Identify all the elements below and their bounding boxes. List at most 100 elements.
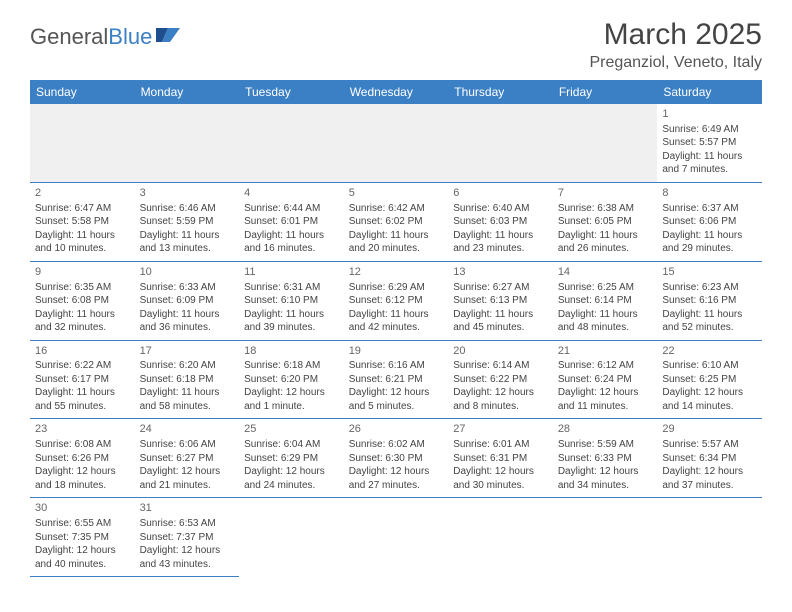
day-number: 14 [558,265,653,280]
calendar-week: 2Sunrise: 6:47 AMSunset: 5:58 PMDaylight… [30,182,762,261]
daylight-text: Daylight: 12 hours and 21 minutes. [140,465,235,492]
calendar-week: 16Sunrise: 6:22 AMSunset: 6:17 PMDayligh… [30,340,762,419]
sunrise-text: Sunrise: 6:37 AM [662,202,757,216]
sunrise-text: Sunrise: 6:29 AM [349,281,444,295]
calendar-cell [657,498,762,577]
calendar-cell: 16Sunrise: 6:22 AMSunset: 6:17 PMDayligh… [30,340,135,419]
sunrise-text: Sunrise: 6:33 AM [140,281,235,295]
sunset-text: Sunset: 6:27 PM [140,452,235,466]
day-number: 10 [140,265,235,280]
calendar-cell: 17Sunrise: 6:20 AMSunset: 6:18 PMDayligh… [135,340,240,419]
daylight-text: Daylight: 12 hours and 40 minutes. [35,544,130,571]
sunrise-text: Sunrise: 6:10 AM [662,359,757,373]
daylight-text: Daylight: 11 hours and 16 minutes. [244,229,339,256]
day-number: 4 [244,186,339,201]
sunset-text: Sunset: 6:20 PM [244,373,339,387]
sunrise-text: Sunrise: 6:12 AM [558,359,653,373]
daylight-text: Daylight: 11 hours and 36 minutes. [140,308,235,335]
sunset-text: Sunset: 6:06 PM [662,215,757,229]
calendar-cell [553,498,658,577]
day-header: Friday [553,80,658,104]
daylight-text: Daylight: 12 hours and 43 minutes. [140,544,235,571]
day-header: Saturday [657,80,762,104]
day-number: 21 [558,344,653,359]
daylight-text: Daylight: 12 hours and 27 minutes. [349,465,444,492]
calendar-cell: 15Sunrise: 6:23 AMSunset: 6:16 PMDayligh… [657,261,762,340]
calendar-cell: 28Sunrise: 5:59 AMSunset: 6:33 PMDayligh… [553,419,658,498]
daylight-text: Daylight: 11 hours and 48 minutes. [558,308,653,335]
calendar-cell [30,104,135,182]
sunset-text: Sunset: 6:24 PM [558,373,653,387]
day-number: 31 [140,501,235,516]
daylight-text: Daylight: 11 hours and 42 minutes. [349,308,444,335]
sunset-text: Sunset: 6:08 PM [35,294,130,308]
day-number: 17 [140,344,235,359]
sunset-text: Sunset: 6:05 PM [558,215,653,229]
calendar-cell: 5Sunrise: 6:42 AMSunset: 6:02 PMDaylight… [344,182,449,261]
calendar-cell: 4Sunrise: 6:44 AMSunset: 6:01 PMDaylight… [239,182,344,261]
day-number: 18 [244,344,339,359]
calendar-week: 23Sunrise: 6:08 AMSunset: 6:26 PMDayligh… [30,419,762,498]
sunset-text: Sunset: 6:22 PM [453,373,548,387]
sunset-text: Sunset: 5:57 PM [662,136,757,150]
sunset-text: Sunset: 6:26 PM [35,452,130,466]
day-number: 24 [140,422,235,437]
sunrise-text: Sunrise: 6:08 AM [35,438,130,452]
day-header: Tuesday [239,80,344,104]
calendar-cell: 31Sunrise: 6:53 AMSunset: 7:37 PMDayligh… [135,498,240,577]
calendar-cell [448,498,553,577]
daylight-text: Daylight: 11 hours and 10 minutes. [35,229,130,256]
sunrise-text: Sunrise: 6:16 AM [349,359,444,373]
sunrise-text: Sunrise: 6:53 AM [140,517,235,531]
day-header-row: Sunday Monday Tuesday Wednesday Thursday… [30,80,762,104]
day-number: 3 [140,186,235,201]
sunset-text: Sunset: 6:21 PM [349,373,444,387]
calendar-cell: 7Sunrise: 6:38 AMSunset: 6:05 PMDaylight… [553,182,658,261]
daylight-text: Daylight: 11 hours and 13 minutes. [140,229,235,256]
sunrise-text: Sunrise: 6:18 AM [244,359,339,373]
sunset-text: Sunset: 6:01 PM [244,215,339,229]
calendar-cell: 11Sunrise: 6:31 AMSunset: 6:10 PMDayligh… [239,261,344,340]
daylight-text: Daylight: 11 hours and 45 minutes. [453,308,548,335]
sunrise-text: Sunrise: 6:49 AM [662,123,757,137]
daylight-text: Daylight: 12 hours and 8 minutes. [453,386,548,413]
daylight-text: Daylight: 11 hours and 52 minutes. [662,308,757,335]
day-number: 13 [453,265,548,280]
calendar-cell [135,104,240,182]
sunset-text: Sunset: 6:18 PM [140,373,235,387]
day-number: 6 [453,186,548,201]
day-number: 16 [35,344,130,359]
sunset-text: Sunset: 6:34 PM [662,452,757,466]
day-number: 2 [35,186,130,201]
sunrise-text: Sunrise: 6:38 AM [558,202,653,216]
daylight-text: Daylight: 12 hours and 11 minutes. [558,386,653,413]
calendar-cell: 12Sunrise: 6:29 AMSunset: 6:12 PMDayligh… [344,261,449,340]
calendar-week: 1Sunrise: 6:49 AMSunset: 5:57 PMDaylight… [30,104,762,182]
day-header: Monday [135,80,240,104]
brand-logo: GeneralBlue [30,24,182,50]
daylight-text: Daylight: 12 hours and 14 minutes. [662,386,757,413]
calendar-week: 30Sunrise: 6:55 AMSunset: 7:35 PMDayligh… [30,498,762,577]
sunset-text: Sunset: 6:09 PM [140,294,235,308]
sunset-text: Sunset: 6:03 PM [453,215,548,229]
day-number: 1 [662,107,757,122]
calendar-cell: 19Sunrise: 6:16 AMSunset: 6:21 PMDayligh… [344,340,449,419]
sunset-text: Sunset: 6:17 PM [35,373,130,387]
sunset-text: Sunset: 6:13 PM [453,294,548,308]
calendar-cell: 6Sunrise: 6:40 AMSunset: 6:03 PMDaylight… [448,182,553,261]
sunset-text: Sunset: 6:10 PM [244,294,339,308]
calendar-cell: 30Sunrise: 6:55 AMSunset: 7:35 PMDayligh… [30,498,135,577]
calendar-cell: 9Sunrise: 6:35 AMSunset: 6:08 PMDaylight… [30,261,135,340]
calendar-cell: 1Sunrise: 6:49 AMSunset: 5:57 PMDaylight… [657,104,762,182]
daylight-text: Daylight: 11 hours and 29 minutes. [662,229,757,256]
calendar-cell: 24Sunrise: 6:06 AMSunset: 6:27 PMDayligh… [135,419,240,498]
sunrise-text: Sunrise: 6:46 AM [140,202,235,216]
daylight-text: Daylight: 12 hours and 1 minute. [244,386,339,413]
sunset-text: Sunset: 6:14 PM [558,294,653,308]
daylight-text: Daylight: 11 hours and 58 minutes. [140,386,235,413]
sunrise-text: Sunrise: 6:04 AM [244,438,339,452]
sunrise-text: Sunrise: 6:23 AM [662,281,757,295]
day-header: Sunday [30,80,135,104]
calendar-cell [239,498,344,577]
sunset-text: Sunset: 6:02 PM [349,215,444,229]
